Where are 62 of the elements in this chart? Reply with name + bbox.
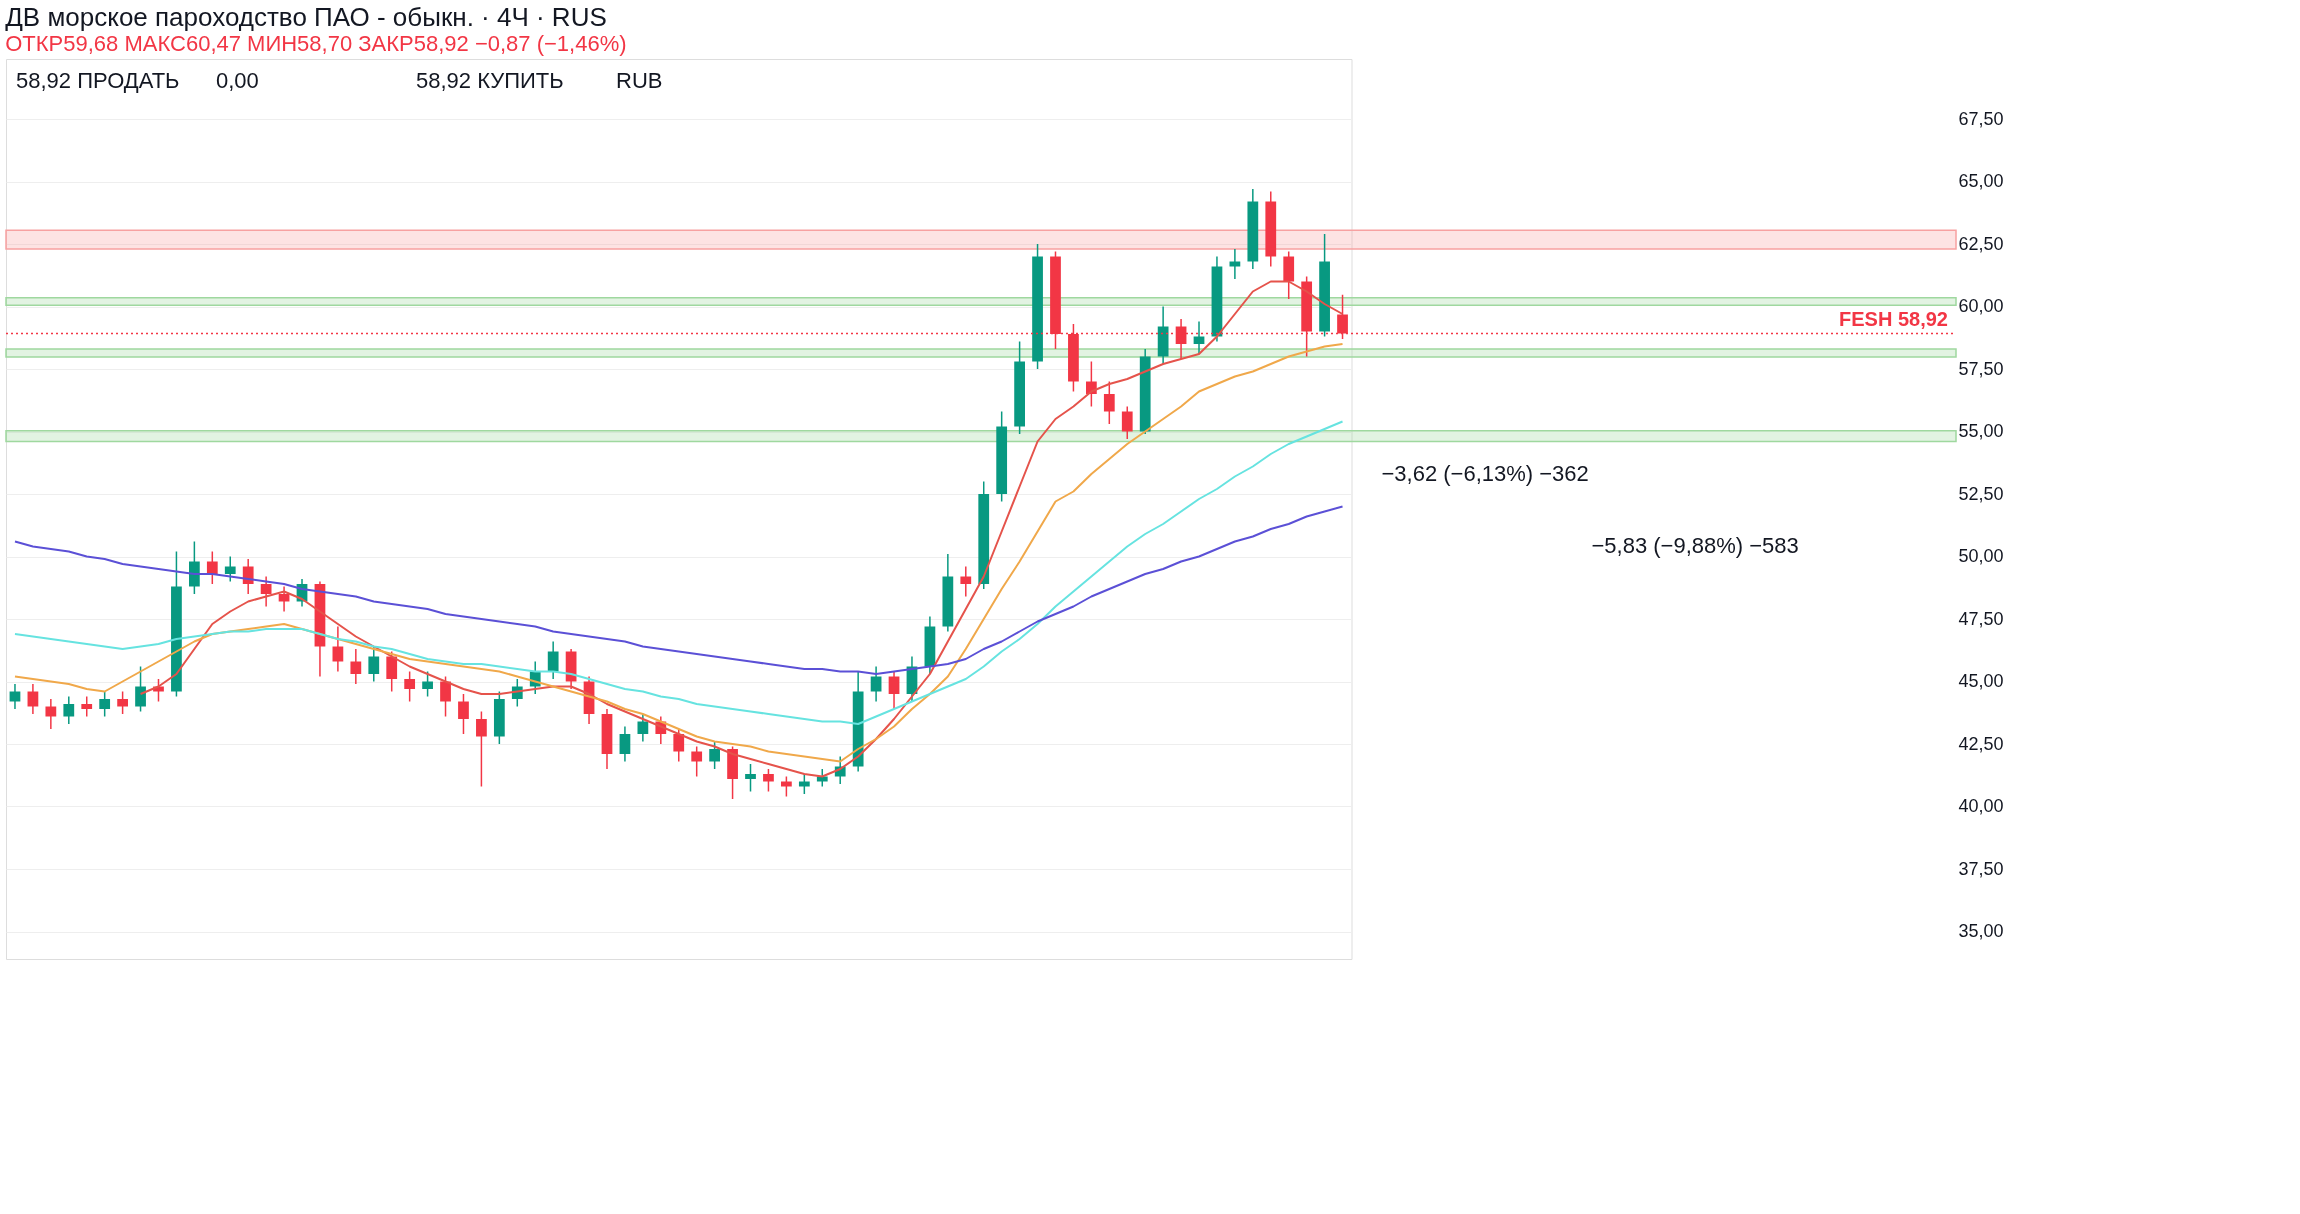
candlestick	[332, 625, 344, 673]
y-tick-label: 67,50	[1958, 108, 2004, 129]
y-tick-label: 57,50	[1958, 358, 2004, 379]
candlestick	[278, 585, 290, 613]
candlestick	[458, 693, 469, 735]
candlestick	[870, 665, 882, 703]
candlestick	[547, 640, 559, 680]
annotation: 0,00	[216, 68, 259, 93]
y-tick-label: 60,00	[1958, 296, 2004, 316]
candlestick	[888, 670, 900, 710]
annotation: 58,92 ПРОДАТЬ	[16, 68, 180, 93]
candlestick	[368, 645, 380, 683]
candlestick	[63, 695, 75, 725]
y-tick-label: 42,50	[1958, 733, 2004, 754]
candlestick	[709, 740, 721, 770]
y-tick-label: 47,50	[1958, 608, 2004, 629]
candlestick	[45, 698, 57, 730]
line-series	[13, 420, 1344, 725]
candlestick	[224, 555, 236, 583]
ref-line-label: FESH 58,92	[1839, 307, 1948, 330]
candlestick	[476, 710, 487, 788]
annotation: RUB	[616, 68, 663, 93]
candlestick	[673, 728, 685, 763]
candlestick	[781, 775, 792, 798]
candlestick	[763, 768, 774, 793]
candlestick	[260, 575, 272, 608]
candlestick	[206, 550, 218, 585]
candlestick	[117, 690, 128, 715]
candlestick	[1229, 248, 1241, 280]
candlestick	[99, 690, 111, 718]
y-tick-label: 37,50	[1958, 858, 2004, 879]
candlestick	[135, 665, 146, 713]
chart-subtitle: ОТКР59,68 МАКС60,47 МИН58,70 ЗАКР58,92 −0,87 (−1,46%)	[5, 31, 627, 56]
y-tick-label: 55,00	[1958, 421, 2004, 441]
candlestick	[1121, 405, 1133, 440]
candlestick	[619, 725, 631, 763]
text: −5,83 (−9,88%) −583	[1591, 533, 1799, 558]
y-tick-label: 65,00	[1958, 171, 2004, 191]
candlestick	[404, 670, 416, 703]
y-tick-label: 35,00	[1958, 921, 2004, 941]
y-tick-label: 52,50	[1958, 483, 2004, 504]
chart-title: ДВ морское пароходство ПАО - обыкн. · 4Ч · RUS	[5, 2, 607, 32]
line-series	[13, 343, 1344, 763]
candlestick	[798, 773, 810, 795]
candlestick	[27, 683, 39, 715]
text: −3,62 (−6,13%) −362	[1381, 461, 1589, 486]
candlestick	[422, 670, 433, 698]
y-tick-label: 50,00	[1958, 546, 2004, 566]
candlestick	[960, 565, 972, 598]
y-tick-label: 62,50	[1958, 233, 2004, 254]
y-tick-label: 40,00	[1958, 796, 2004, 816]
candlestick	[745, 763, 756, 793]
candlestick	[81, 695, 93, 718]
annotation: 58,92 КУПИТЬ	[416, 68, 564, 93]
y-tick-label: 45,00	[1958, 671, 2004, 691]
candlestick	[691, 745, 703, 778]
candlestick	[9, 683, 21, 710]
candlestick	[1103, 380, 1115, 425]
candlestick	[440, 675, 451, 718]
candlestick	[637, 713, 649, 743]
candlestick	[386, 650, 398, 693]
candlestick	[350, 648, 362, 685]
